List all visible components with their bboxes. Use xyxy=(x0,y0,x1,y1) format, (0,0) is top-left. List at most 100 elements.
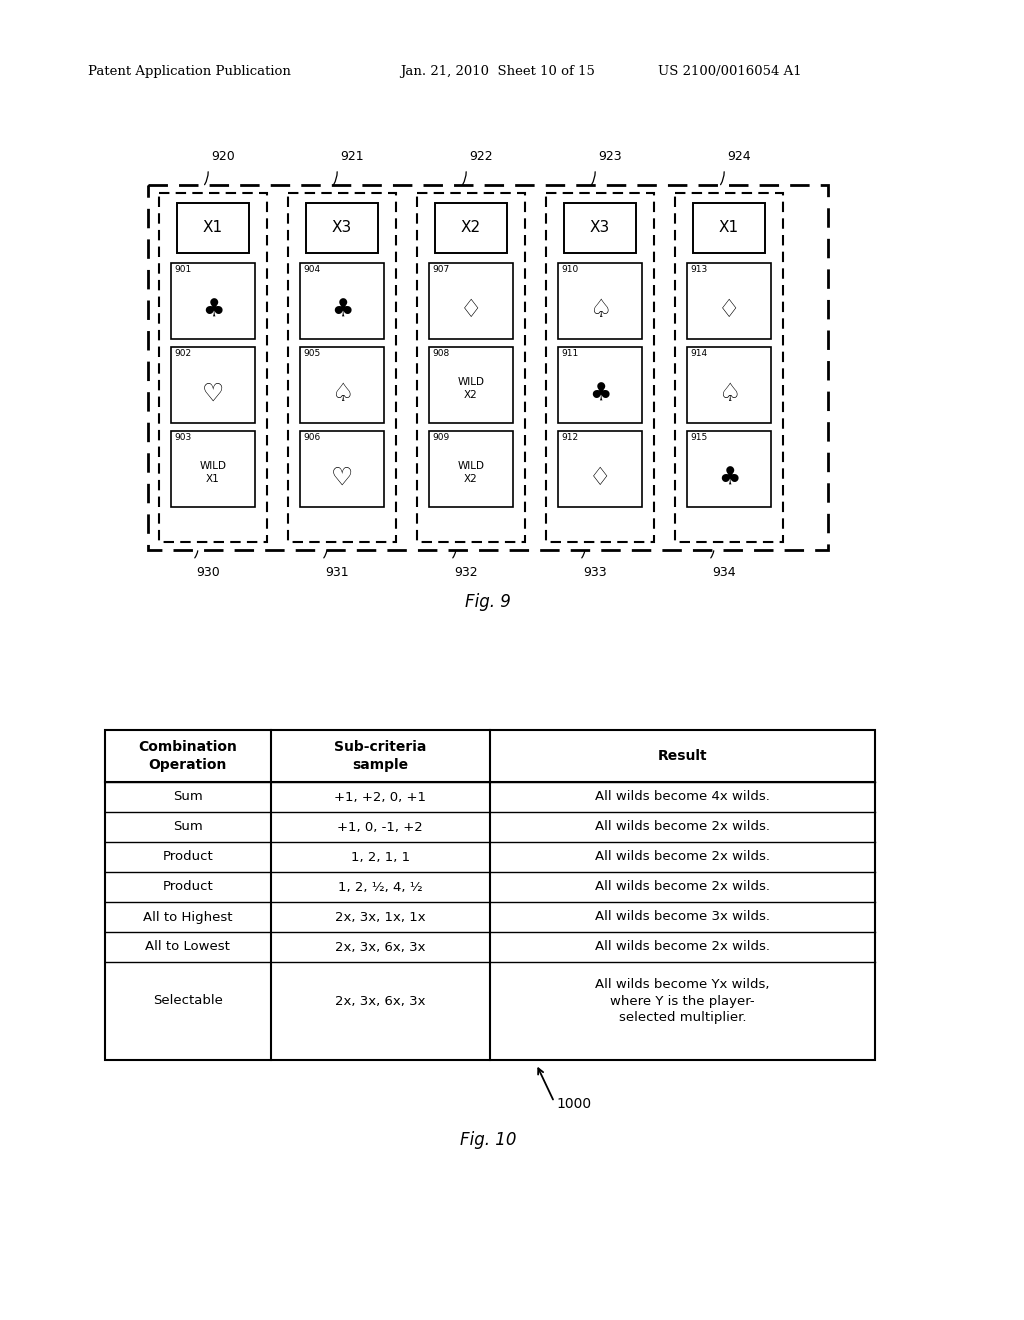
Text: X1: X1 xyxy=(203,220,223,235)
Text: All wilds become 2x wilds.: All wilds become 2x wilds. xyxy=(595,821,770,833)
Text: US 2100/0016054 A1: US 2100/0016054 A1 xyxy=(658,66,802,78)
Text: X3: X3 xyxy=(332,220,352,235)
Bar xyxy=(171,347,255,422)
Bar xyxy=(687,432,771,507)
Bar xyxy=(429,432,513,507)
Text: Selectable: Selectable xyxy=(153,994,222,1007)
Text: 920: 920 xyxy=(211,150,234,164)
Bar xyxy=(148,185,828,550)
Bar xyxy=(546,193,654,543)
Text: Sum: Sum xyxy=(173,791,203,804)
Text: Product: Product xyxy=(163,880,213,894)
Text: 932: 932 xyxy=(454,565,477,578)
Text: Result: Result xyxy=(657,748,708,763)
Text: 1, 2, 1, 1: 1, 2, 1, 1 xyxy=(350,850,410,863)
Text: X1: X1 xyxy=(719,220,739,235)
Text: Jan. 21, 2010  Sheet 10 of 15: Jan. 21, 2010 Sheet 10 of 15 xyxy=(400,66,595,78)
Text: 2x, 3x, 6x, 3x: 2x, 3x, 6x, 3x xyxy=(335,994,426,1007)
Text: ♡: ♡ xyxy=(331,466,353,490)
Text: 2x, 3x, 6x, 3x: 2x, 3x, 6x, 3x xyxy=(335,940,426,953)
Text: Sum: Sum xyxy=(173,821,203,833)
Bar xyxy=(429,263,513,339)
Bar xyxy=(675,193,783,543)
Text: 933: 933 xyxy=(583,565,606,578)
Text: ♢: ♢ xyxy=(589,466,611,490)
Text: WILD
X2: WILD X2 xyxy=(458,378,484,400)
Text: Product: Product xyxy=(163,850,213,863)
Bar xyxy=(171,263,255,339)
Text: +1, +2, 0, +1: +1, +2, 0, +1 xyxy=(334,791,426,804)
Bar xyxy=(564,203,636,253)
Text: 2x, 3x, 1x, 1x: 2x, 3x, 1x, 1x xyxy=(335,911,426,924)
Text: All wilds become 2x wilds.: All wilds become 2x wilds. xyxy=(595,880,770,894)
Text: 930: 930 xyxy=(196,565,220,578)
Bar xyxy=(300,432,384,507)
Text: ♢: ♢ xyxy=(718,298,740,322)
Bar xyxy=(288,193,396,543)
Bar xyxy=(300,347,384,422)
Text: 922: 922 xyxy=(469,150,493,164)
Text: 906: 906 xyxy=(303,433,321,442)
Text: 923: 923 xyxy=(598,150,622,164)
Bar xyxy=(558,432,642,507)
Bar xyxy=(300,263,384,339)
Text: Combination
Operation: Combination Operation xyxy=(138,741,238,772)
Text: 924: 924 xyxy=(727,150,751,164)
Text: 934: 934 xyxy=(712,565,735,578)
Text: 903: 903 xyxy=(174,433,191,442)
Text: 910: 910 xyxy=(561,265,579,275)
Text: ♤: ♤ xyxy=(718,381,740,407)
Text: Fig. 9: Fig. 9 xyxy=(465,593,511,611)
Text: 907: 907 xyxy=(432,265,450,275)
Text: +1, 0, -1, +2: +1, 0, -1, +2 xyxy=(337,821,423,833)
Bar xyxy=(435,203,507,253)
Text: 1000: 1000 xyxy=(556,1097,591,1111)
Bar xyxy=(105,730,874,1060)
Text: 909: 909 xyxy=(432,433,450,442)
Bar xyxy=(687,347,771,422)
Text: All wilds become 4x wilds.: All wilds become 4x wilds. xyxy=(595,791,770,804)
Text: Fig. 10: Fig. 10 xyxy=(460,1131,516,1148)
Text: 911: 911 xyxy=(561,348,579,358)
Text: All wilds become Yx wilds,
where Y is the player-
selected multiplier.: All wilds become Yx wilds, where Y is th… xyxy=(595,978,770,1024)
Text: 1, 2, ½, 4, ½: 1, 2, ½, 4, ½ xyxy=(338,880,423,894)
Text: 913: 913 xyxy=(690,265,708,275)
Bar xyxy=(159,193,267,543)
Bar xyxy=(687,263,771,339)
Text: ♢: ♢ xyxy=(460,298,482,322)
Text: X3: X3 xyxy=(590,220,610,235)
Text: ♡: ♡ xyxy=(202,381,224,407)
Bar xyxy=(417,193,525,543)
Text: ♤: ♤ xyxy=(331,381,353,407)
Text: All wilds become 2x wilds.: All wilds become 2x wilds. xyxy=(595,850,770,863)
Bar xyxy=(177,203,249,253)
Text: 901: 901 xyxy=(174,265,191,275)
Text: All to Highest: All to Highest xyxy=(143,911,232,924)
Text: ♤: ♤ xyxy=(589,298,611,322)
Text: X2: X2 xyxy=(461,220,481,235)
Text: 914: 914 xyxy=(690,348,708,358)
Bar xyxy=(558,347,642,422)
Text: 905: 905 xyxy=(303,348,321,358)
Text: 915: 915 xyxy=(690,433,708,442)
Bar xyxy=(429,347,513,422)
Text: All wilds become 2x wilds.: All wilds become 2x wilds. xyxy=(595,940,770,953)
Text: 931: 931 xyxy=(325,565,348,578)
Bar xyxy=(558,263,642,339)
Text: 908: 908 xyxy=(432,348,450,358)
Bar xyxy=(693,203,765,253)
Text: All to Lowest: All to Lowest xyxy=(145,940,230,953)
Text: ♣: ♣ xyxy=(331,298,353,322)
Text: 912: 912 xyxy=(561,433,579,442)
Text: Sub-criteria
sample: Sub-criteria sample xyxy=(334,741,426,772)
Text: ♣: ♣ xyxy=(589,381,611,407)
Bar xyxy=(306,203,378,253)
Text: 904: 904 xyxy=(303,265,321,275)
Text: Patent Application Publication: Patent Application Publication xyxy=(88,66,291,78)
Text: WILD
X2: WILD X2 xyxy=(458,461,484,484)
Text: ♣: ♣ xyxy=(718,466,740,490)
Text: 902: 902 xyxy=(174,348,191,358)
Bar xyxy=(171,432,255,507)
Text: ♣: ♣ xyxy=(202,298,224,322)
Text: 921: 921 xyxy=(340,150,364,164)
